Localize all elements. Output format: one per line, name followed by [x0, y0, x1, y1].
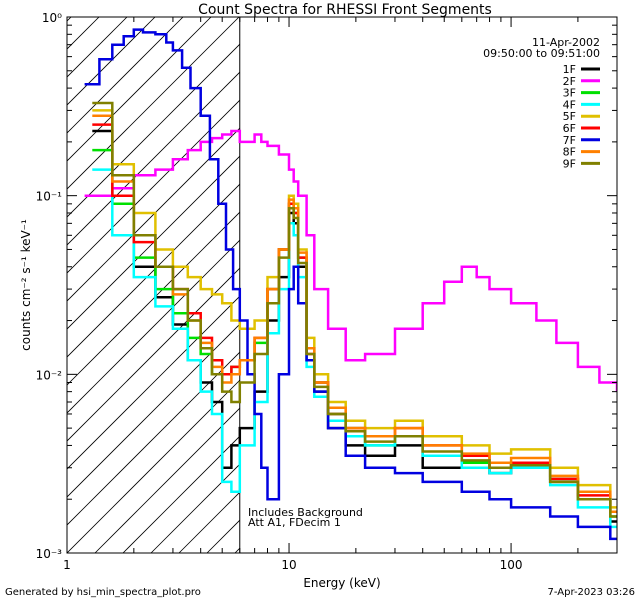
legend-label-8F: 8F — [563, 146, 576, 159]
hatch-line — [67, 17, 184, 134]
footer-generated-by: Generated by hsi_min_spectra_plot.pro — [5, 587, 201, 598]
plot-frame — [66, 16, 618, 554]
hatched-region — [67, 0, 640, 553]
legend-label-1F: 1F — [563, 63, 576, 76]
hatch-line — [67, 379, 240, 553]
hatch-line — [599, 0, 640, 553]
legend-date: 11-Apr-2002 — [532, 36, 600, 49]
series-7F — [84, 28, 617, 541]
hatch-line — [234, 547, 240, 553]
x-tick-label: 1 — [63, 558, 71, 572]
hatch-line — [67, 351, 240, 526]
y-tick-label: 10⁻³ — [36, 547, 63, 561]
hatch-line — [67, 295, 240, 470]
legend-label-2F: 2F — [563, 75, 576, 88]
hatch-line — [67, 17, 212, 162]
legend-label-9F: 9F — [563, 157, 576, 170]
hatch-line — [67, 17, 128, 78]
legend-label-5F: 5F — [563, 110, 576, 123]
legend-label-4F: 4F — [563, 98, 576, 111]
series-9F — [92, 101, 617, 518]
hatch-line — [67, 17, 240, 190]
hatch-line — [375, 0, 640, 553]
y-tick-label: 10⁻² — [36, 368, 63, 382]
footer-timestamp: 7-Apr-2023 03:26 — [548, 587, 635, 598]
hatch-line — [403, 0, 640, 553]
hatch-line — [67, 323, 240, 498]
axis-ticks: 1 10 100 10⁻³ 10⁻² 10⁻¹ 10⁰ — [36, 11, 618, 572]
legend-label-7F: 7F — [563, 134, 576, 147]
hatch-line — [263, 0, 640, 553]
series-6F — [92, 123, 617, 514]
hatch-line — [67, 17, 156, 106]
chart-title: Count Spectra for RHESSI Front Segments — [198, 2, 492, 18]
annotation-attenuator: Att A1, FDecim 1 — [248, 516, 341, 529]
legend-label-3F: 3F — [563, 87, 576, 100]
legend-time-range: 09:50:00 to 09:51:00 — [483, 47, 600, 60]
legend-label-6F: 6F — [563, 122, 576, 135]
y-tick-label: 10⁰ — [42, 11, 62, 25]
hatch-line — [627, 0, 640, 553]
hatch-line — [291, 0, 640, 553]
series-lines — [84, 28, 617, 541]
series-2F — [84, 129, 617, 392]
hatch-line — [347, 0, 640, 553]
hatch-line — [67, 99, 240, 274]
annotation-background: Includes Background — [248, 506, 363, 519]
hatch-line — [67, 183, 240, 358]
series-8F — [92, 114, 617, 514]
x-axis-label: Energy (keV) — [303, 576, 380, 590]
hatch-line — [94, 407, 240, 553]
hatch-line — [543, 0, 640, 553]
hatch-line — [67, 155, 240, 330]
y-axis-label: counts cm⁻² s⁻¹ keV⁻¹ — [19, 219, 33, 351]
series-4F — [92, 168, 617, 529]
hatch-line — [67, 43, 240, 218]
hatch-line — [67, 127, 240, 302]
y-tick-label: 10⁻¹ — [36, 190, 63, 204]
hatch-line — [571, 0, 640, 553]
hatch-line — [67, 211, 240, 386]
hatch-line — [67, 239, 240, 414]
x-tick-label: 10 — [281, 558, 296, 572]
x-tick-label: 100 — [500, 558, 523, 572]
